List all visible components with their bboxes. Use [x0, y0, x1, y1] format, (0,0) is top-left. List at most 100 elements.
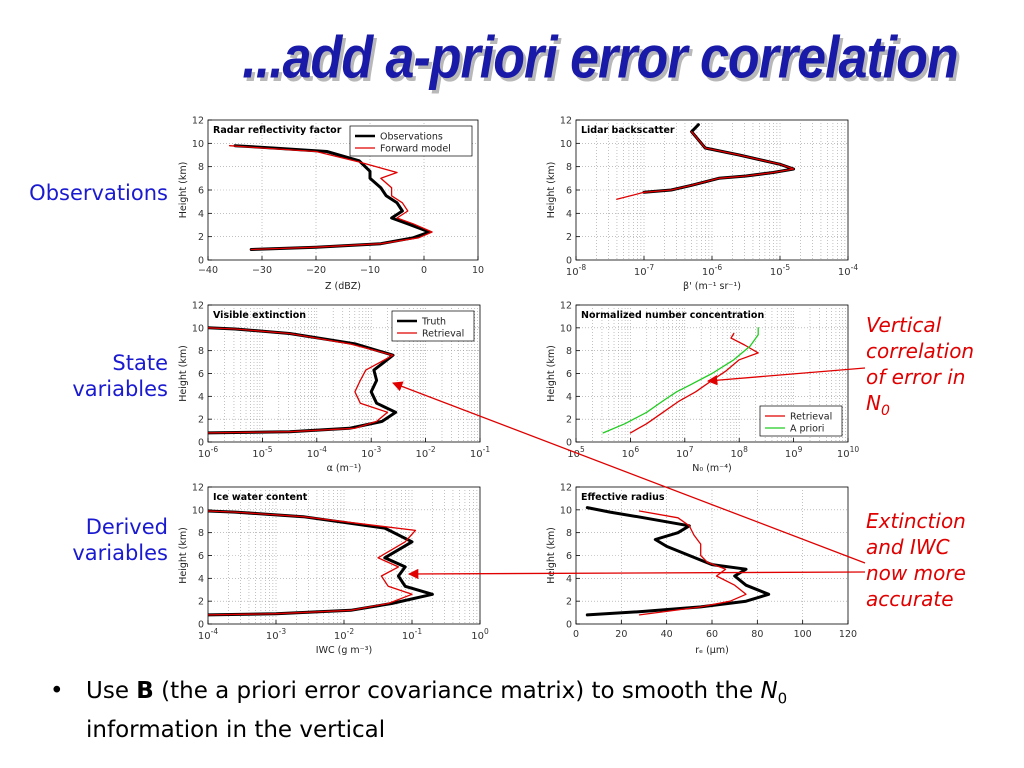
row-label-derived: Derived variables — [72, 515, 168, 565]
y-tick-label: 10 — [192, 323, 204, 334]
series-line-model — [208, 510, 417, 616]
chart-extinction: 0 2 4 6 8 10 12 10-6 10-5 10-4 10-3 10-2 10-1 α (m⁻¹)… — [178, 301, 490, 475]
x-axis-label: N₀ (m⁻⁴) — [692, 463, 731, 474]
x-tick-label: 1010 — [837, 445, 860, 460]
y-tick-label: 10 — [192, 139, 204, 150]
x-axis-label: IWC (g m⁻³) — [316, 645, 372, 656]
x-tick-label: 10-4 — [198, 627, 218, 642]
x-tick-label: 108 — [730, 445, 748, 460]
y-tick-label: 0 — [198, 620, 204, 631]
y-tick-label: 2 — [198, 415, 204, 426]
y-tick-label: 10 — [192, 505, 204, 516]
chart-title: Visible extinction — [213, 310, 306, 321]
y-axis-label: Height (km) — [178, 162, 189, 219]
x-tick-label: 10 — [472, 265, 484, 276]
y-tick-label: 2 — [566, 415, 572, 426]
y-tick-label: 2 — [198, 597, 204, 608]
y-tick-label: 8 — [198, 528, 204, 539]
grid — [576, 487, 848, 624]
y-axis-label: Height (km) — [546, 345, 557, 402]
legend-label: Forward model — [380, 144, 451, 155]
y-tick-label: 12 — [192, 301, 204, 312]
row-label-observations: Observations — [29, 181, 168, 205]
x-tick-label: −40 — [198, 265, 218, 276]
y-tick-label: 4 — [566, 574, 572, 585]
chart-title: Ice water content — [213, 492, 308, 503]
chart-iwc: 0 2 4 6 8 10 12 10-4 10-3 10-2 10-1 100 IWC (g m⁻³) H… — [178, 483, 489, 657]
x-axis-label: Z (dBZ) — [325, 281, 361, 292]
x-tick-label: 106 — [622, 445, 640, 460]
series-group — [228, 144, 433, 251]
series-group — [616, 123, 796, 200]
legend-box — [349, 125, 473, 157]
arrow-n0 — [706, 367, 866, 386]
y-tick-label: 10 — [560, 323, 572, 334]
y-tick-label: 2 — [566, 597, 572, 608]
x-tick-label: 120 — [839, 629, 857, 640]
arrow-extinction — [392, 381, 866, 564]
y-tick-label: 4 — [198, 392, 204, 403]
y-tick-label: 0 — [198, 256, 204, 267]
arrow-iwc — [407, 568, 866, 580]
x-tick-label: 10-1 — [470, 445, 490, 460]
y-tick-label: 6 — [198, 186, 204, 197]
legend-box — [391, 310, 475, 342]
series-line-model — [638, 510, 747, 616]
legend-box — [759, 405, 843, 437]
x-axis-label: α (m⁻¹) — [327, 463, 362, 474]
x-tick-label: 10-8 — [566, 263, 586, 278]
annotation-vertical-correlation: Vertical correlation of error in N0 — [866, 313, 975, 419]
chart-title: Radar reflectivity factor — [213, 125, 342, 136]
y-tick-label: 0 — [566, 620, 572, 631]
bullet-symbol: • — [50, 678, 64, 704]
x-tick-label: 10-7 — [634, 263, 654, 278]
y-tick-label: 6 — [566, 369, 572, 380]
x-tick-label: 10-4 — [838, 263, 858, 278]
y-axis-label: Height (km) — [546, 162, 557, 219]
chart-radar: 0 2 4 6 8 10 12 −40 −30 −20 −10 0 10 Z (dBZ) Height (k… — [178, 116, 484, 293]
series-line-a-priori — [602, 327, 759, 434]
series-group — [208, 509, 434, 617]
y-tick-label: 10 — [560, 505, 572, 516]
y-tick-label: 4 — [198, 574, 204, 585]
y-tick-label: 6 — [198, 369, 204, 380]
legend-label: Observations — [380, 132, 443, 143]
y-tick-label: 6 — [198, 551, 204, 562]
x-tick-label: −20 — [306, 265, 326, 276]
y-tick-label: 0 — [198, 438, 204, 449]
x-tick-label: 60 — [706, 629, 718, 640]
y-tick-label: 4 — [566, 209, 572, 220]
series-group — [585, 506, 771, 617]
slide-title: ...add a-priori error correlation — [242, 24, 958, 92]
chart-lidar: 0 2 4 6 8 10 12 10-8 10-7 10-6 10-5 10-4 β' (m⁻¹ sr⁻… — [546, 116, 858, 293]
x-tick-label: 40 — [661, 629, 673, 640]
series-group — [602, 327, 759, 434]
y-tick-label: 0 — [566, 256, 572, 267]
y-tick-label: 4 — [566, 392, 572, 403]
chart-title: Effective radius — [581, 492, 665, 503]
y-tick-label: 2 — [198, 232, 204, 243]
x-tick-label: 10-2 — [415, 445, 435, 460]
chart-title: Normalized number concentration — [581, 310, 764, 321]
y-tick-label: 8 — [198, 162, 204, 173]
x-tick-label: 20 — [615, 629, 627, 640]
legend-label: Retrieval — [422, 329, 464, 340]
x-tick-label: 10-5 — [770, 263, 790, 278]
x-axis-label: β' (m⁻¹ sr⁻¹) — [683, 281, 741, 292]
series-line-retrieval — [208, 327, 394, 434]
y-tick-label: 12 — [560, 301, 572, 312]
y-tick-label: 2 — [566, 232, 572, 243]
x-tick-label: 105 — [567, 445, 585, 460]
y-tick-label: 10 — [560, 139, 572, 150]
x-tick-label: −30 — [252, 265, 272, 276]
x-tick-label: 80 — [751, 629, 763, 640]
y-tick-label: 0 — [566, 438, 572, 449]
series-line-model — [616, 131, 795, 200]
series-line-retrieval — [629, 332, 759, 434]
x-tick-label: 100 — [471, 627, 489, 642]
